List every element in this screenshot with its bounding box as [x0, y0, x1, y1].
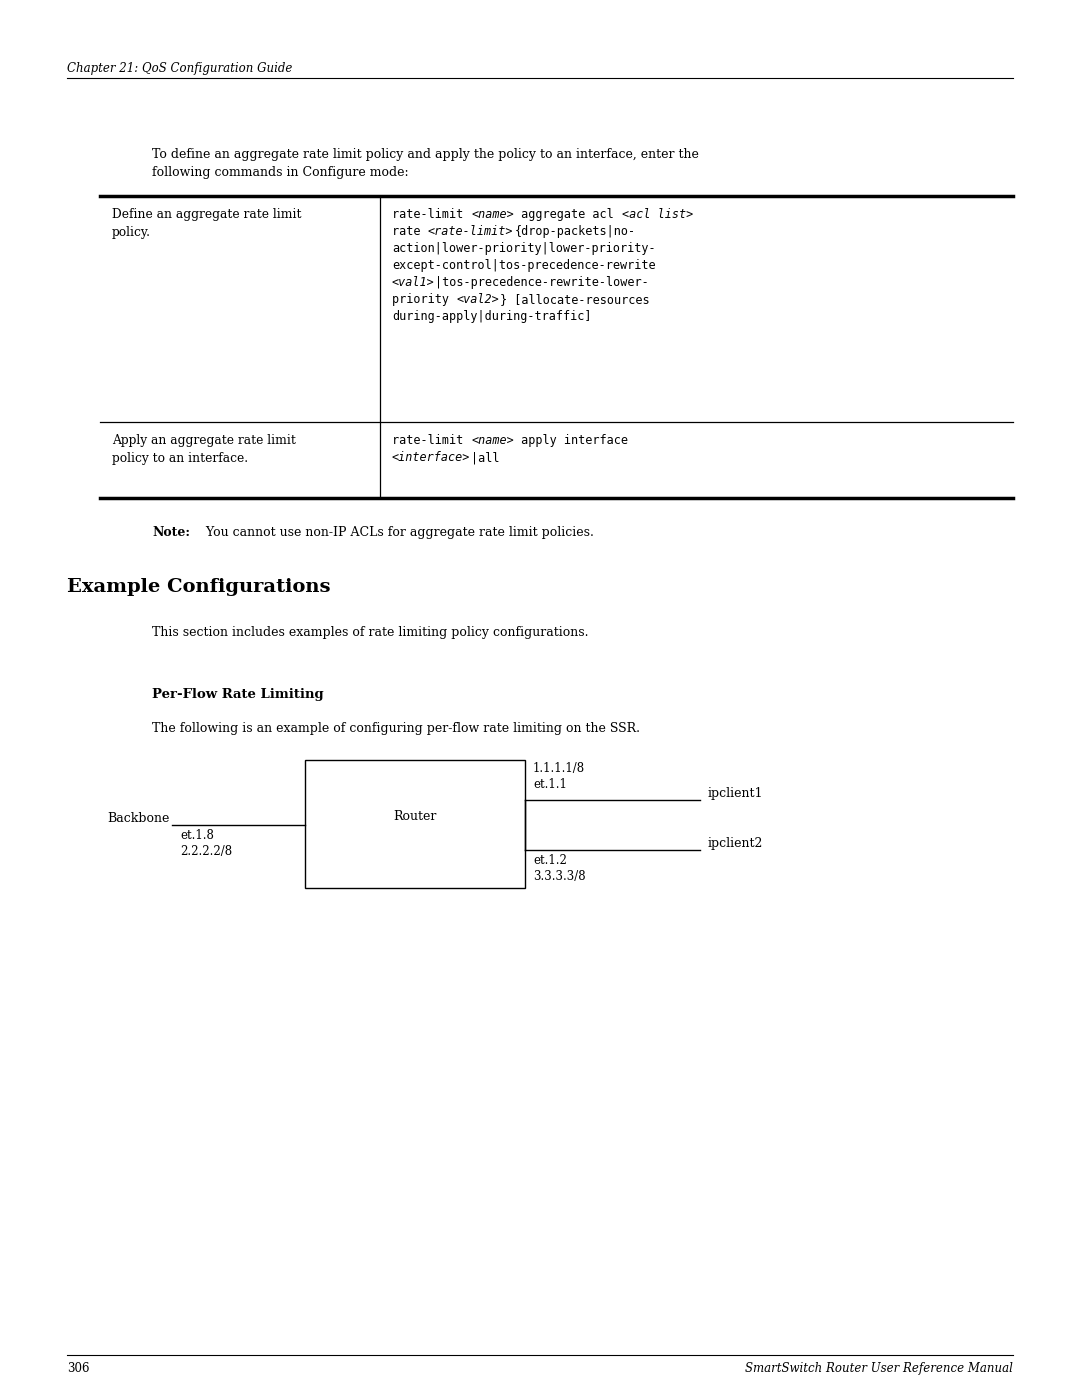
Text: } [allocate-resources: } [allocate-resources	[500, 293, 650, 306]
Text: except-control|tos-precedence-rewrite: except-control|tos-precedence-rewrite	[392, 258, 656, 272]
Text: rate-limit: rate-limit	[392, 434, 471, 447]
Text: <val2>: <val2>	[457, 293, 500, 306]
Text: To define an aggregate rate limit policy and apply the policy to an interface, e: To define an aggregate rate limit policy…	[152, 148, 699, 161]
Text: SmartSwitch Router User Reference Manual: SmartSwitch Router User Reference Manual	[745, 1362, 1013, 1375]
Text: <name>: <name>	[471, 208, 514, 221]
Text: |tos-precedence-rewrite-lower-: |tos-precedence-rewrite-lower-	[435, 277, 649, 289]
Text: |all: |all	[471, 451, 500, 464]
Text: ipclient1: ipclient1	[708, 787, 764, 799]
Text: 306: 306	[67, 1362, 90, 1375]
Text: policy to an interface.: policy to an interface.	[112, 453, 248, 465]
Text: {drop-packets|no-: {drop-packets|no-	[514, 225, 635, 237]
Text: 1.1.1.1/8: 1.1.1.1/8	[534, 761, 585, 775]
Text: following commands in Configure mode:: following commands in Configure mode:	[152, 166, 408, 179]
Text: Define an aggregate rate limit: Define an aggregate rate limit	[112, 208, 301, 221]
Text: Note:: Note:	[152, 527, 190, 539]
Text: Per-Flow Rate Limiting: Per-Flow Rate Limiting	[152, 687, 324, 701]
Text: rate-limit: rate-limit	[392, 208, 471, 221]
Text: ipclient2: ipclient2	[708, 837, 764, 849]
Text: Apply an aggregate rate limit: Apply an aggregate rate limit	[112, 434, 296, 447]
Text: Router: Router	[393, 810, 436, 823]
Text: <name>: <name>	[471, 434, 514, 447]
Text: aggregate acl: aggregate acl	[514, 208, 621, 221]
Text: 3.3.3.3/8: 3.3.3.3/8	[534, 870, 585, 883]
Text: 2.2.2.2/8: 2.2.2.2/8	[180, 845, 232, 858]
Text: <acl list>: <acl list>	[622, 208, 693, 221]
Text: <rate-limit>: <rate-limit>	[428, 225, 513, 237]
Text: policy.: policy.	[112, 226, 151, 239]
Text: The following is an example of configuring per-flow rate limiting on the SSR.: The following is an example of configuri…	[152, 722, 640, 735]
Text: <interface>: <interface>	[392, 451, 471, 464]
Text: et.1.2: et.1.2	[534, 854, 567, 868]
Text: during-apply|during-traffic]: during-apply|during-traffic]	[392, 310, 592, 323]
Text: priority: priority	[392, 293, 456, 306]
Text: This section includes examples of rate limiting policy configurations.: This section includes examples of rate l…	[152, 626, 589, 638]
Text: rate: rate	[392, 225, 428, 237]
Text: apply interface: apply interface	[514, 434, 629, 447]
Bar	[305, 760, 525, 888]
Text: Chapter 21: QoS Configuration Guide: Chapter 21: QoS Configuration Guide	[67, 61, 293, 75]
Text: Backbone: Backbone	[108, 812, 170, 824]
Text: et.1.8: et.1.8	[180, 828, 214, 842]
Text: et.1.1: et.1.1	[534, 778, 567, 791]
Text: You cannot use non-IP ACLs for aggregate rate limit policies.: You cannot use non-IP ACLs for aggregate…	[194, 527, 594, 539]
Text: action|lower-priority|lower-priority-: action|lower-priority|lower-priority-	[392, 242, 656, 256]
Text: Example Configurations: Example Configurations	[67, 578, 330, 597]
Text: <val1>: <val1>	[392, 277, 435, 289]
